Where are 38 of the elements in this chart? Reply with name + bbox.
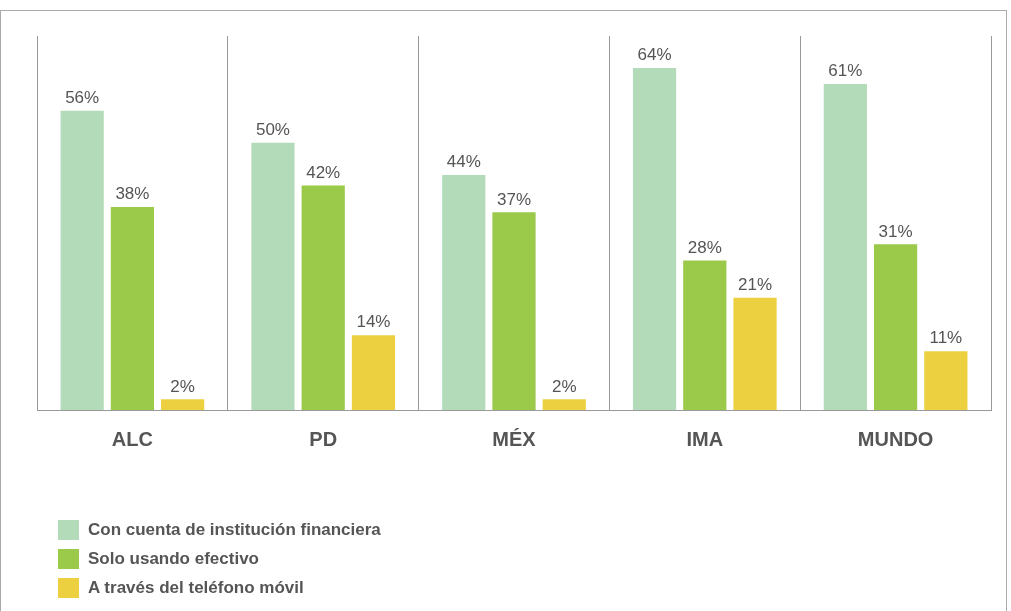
data-label: 2% [170,376,195,396]
bar [251,142,295,410]
bar [110,206,155,410]
bar [161,399,205,410]
x-tick-label: ALC [111,427,153,450]
data-label: 44% [446,152,481,172]
x-tick-label: MUNDO [857,427,934,450]
x-tick-label: IMA [686,427,724,450]
bar [733,297,777,410]
bar [492,212,536,410]
data-label: 14% [356,312,391,332]
legend-label: A través del teléfono móvil [88,577,304,598]
data-label: 56% [65,87,100,107]
data-label: 42% [306,162,341,182]
data-label: 38% [115,184,150,204]
data-label: 31% [878,221,913,241]
x-tick-label: PD [309,427,338,450]
bar [823,84,867,410]
bar [351,335,396,410]
bar [60,110,104,410]
data-label: 11% [929,328,963,348]
legend-label: Solo usando efectivo [88,548,259,569]
x-tick-label: MÉX [492,427,537,450]
bar [301,185,345,410]
bar [924,351,968,410]
bar [683,260,727,410]
legend-label: Con cuenta de institución financiera [88,519,381,540]
bar [442,174,486,410]
bar [542,399,586,410]
data-label: 64% [637,45,672,65]
data-label: 50% [255,120,290,140]
data-label: 2% [551,376,577,396]
data-label: 28% [687,237,722,257]
data-label: 37% [496,189,532,209]
bar [874,244,918,410]
bar [632,68,677,410]
data-label: 21% [738,274,773,294]
data-label: 61% [828,61,863,81]
